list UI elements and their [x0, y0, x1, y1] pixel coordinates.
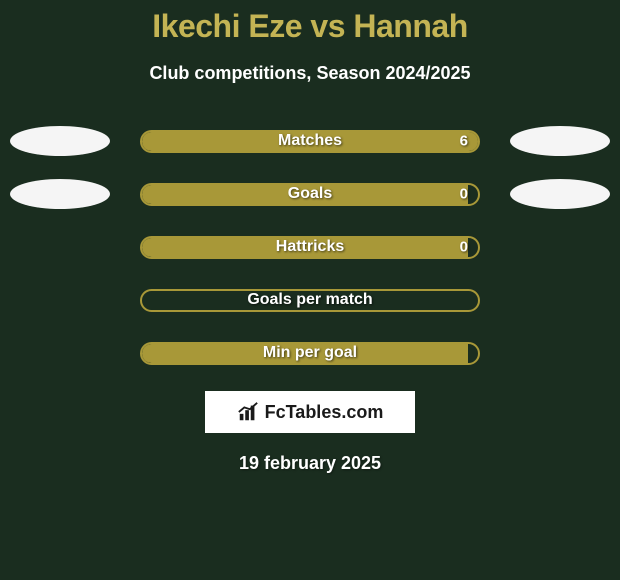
player-right-oval: [510, 126, 610, 156]
oval-placeholder: [510, 338, 610, 368]
stat-bar-goals: Goals 0: [140, 183, 480, 206]
oval-placeholder: [10, 338, 110, 368]
oval-placeholder: [510, 285, 610, 315]
stat-row: Hattricks 0: [0, 232, 620, 262]
stat-row: Matches 6: [0, 126, 620, 156]
stat-bar-matches: Matches 6: [140, 130, 480, 153]
page-title: Ikechi Eze vs Hannah: [0, 8, 620, 45]
bar-value: 0: [460, 239, 468, 256]
stat-row: Goals 0: [0, 179, 620, 209]
oval-placeholder: [510, 232, 610, 262]
subtitle: Club competitions, Season 2024/2025: [0, 63, 620, 84]
stat-bar-min-per-goal: Min per goal: [140, 342, 480, 365]
stat-row: Goals per match: [0, 285, 620, 315]
player-right-oval: [510, 179, 610, 209]
bar-label: Hattricks: [276, 238, 344, 256]
bar-label: Goals per match: [247, 291, 372, 309]
player-left-oval: [10, 126, 110, 156]
bar-value: 0: [460, 186, 468, 203]
player-left-oval: [10, 179, 110, 209]
chart-icon: [237, 401, 259, 423]
comparison-card: Ikechi Eze vs Hannah Club competitions, …: [0, 0, 620, 474]
logo-text: FcTables.com: [265, 402, 384, 423]
stat-bar-goals-per-match: Goals per match: [140, 289, 480, 312]
bar-label: Goals: [288, 185, 332, 203]
oval-placeholder: [10, 232, 110, 262]
logo-box: FcTables.com: [205, 391, 415, 433]
bar-value: 6: [460, 133, 468, 150]
oval-placeholder: [10, 285, 110, 315]
stat-bar-hattricks: Hattricks 0: [140, 236, 480, 259]
date-label: 19 february 2025: [0, 453, 620, 474]
stat-row: Min per goal: [0, 338, 620, 368]
bar-label: Matches: [278, 132, 342, 150]
bar-label: Min per goal: [263, 344, 357, 362]
